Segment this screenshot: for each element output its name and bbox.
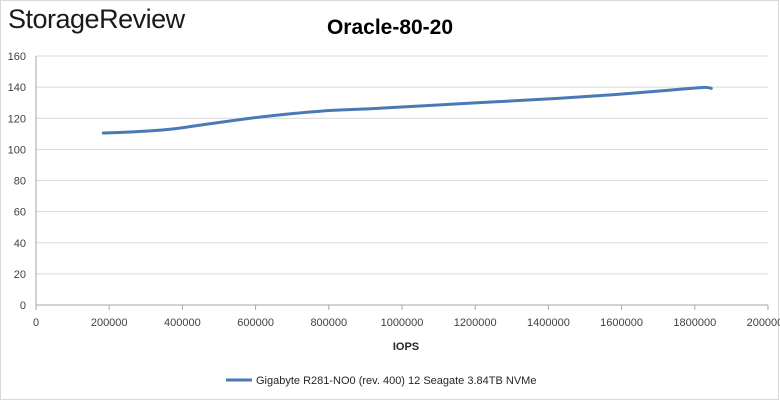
y-tick-label-7: 140 bbox=[8, 82, 26, 94]
axis-layer: 0 20 40 60 80 100 120 140 160 0 200000 400000 600000… bbox=[8, 51, 780, 329]
x-tick-label-8: 1600000 bbox=[600, 317, 643, 329]
y-tick-label-0: 0 bbox=[20, 300, 26, 312]
x-tick-label-6: 1200000 bbox=[454, 317, 497, 329]
y-tick-label-4: 80 bbox=[14, 176, 26, 188]
x-tick-label-0: 0 bbox=[33, 317, 39, 329]
storagereview-logo: StorageReview bbox=[8, 4, 185, 35]
y-tick-label-2: 40 bbox=[14, 238, 26, 250]
series-line-0 bbox=[101, 85, 713, 135]
y-tick-label-5: 100 bbox=[8, 144, 26, 156]
x-tick-label-5: 1000000 bbox=[381, 317, 424, 329]
x-tick-label-2: 400000 bbox=[164, 317, 201, 329]
x-tick-label-7: 1400000 bbox=[527, 317, 570, 329]
legend-label: Gigabyte R281-NO0 (rev. 400) 12 Seagate … bbox=[256, 375, 536, 387]
x-tick-label-9: 1800000 bbox=[673, 317, 716, 329]
x-axis-title: IOPS bbox=[393, 341, 419, 353]
y-tick-label-6: 120 bbox=[8, 113, 26, 125]
grid-layer bbox=[36, 55, 768, 275]
chart-title: Oracle-80-20 bbox=[327, 16, 453, 39]
y-tick-label-3: 60 bbox=[14, 207, 26, 219]
y-tick-label-8: 160 bbox=[8, 51, 26, 63]
x-tick-label-4: 800000 bbox=[310, 317, 347, 329]
legend[interactable]: Gigabyte R281-NO0 (rev. 400) 12 Seagate … bbox=[226, 375, 536, 387]
y-tick-label-1: 20 bbox=[14, 269, 26, 281]
x-tick-label-1: 200000 bbox=[91, 317, 128, 329]
x-tick-label-10: 2000000 bbox=[747, 317, 780, 329]
storagereview-logo-text: StorageReview bbox=[8, 4, 185, 34]
series-layer bbox=[101, 85, 713, 135]
x-tick-label-3: 600000 bbox=[237, 317, 274, 329]
